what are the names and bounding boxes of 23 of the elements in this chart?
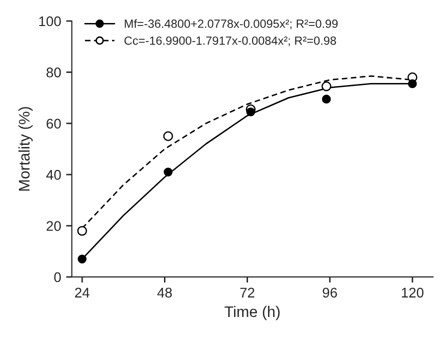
- x-axis-title: Time (h): [224, 306, 280, 320]
- y-tick-label: 20: [46, 221, 61, 231]
- y-tick-label: 100: [39, 16, 61, 26]
- x-tick-label: 120: [402, 288, 424, 298]
- x-tick-label: 24: [75, 288, 90, 298]
- y-tick-label: 40: [46, 170, 61, 180]
- point: [322, 81, 332, 92]
- point: [408, 79, 417, 88]
- point: [164, 168, 173, 176]
- y-tick-label: 60: [46, 118, 61, 129]
- point: [322, 94, 331, 104]
- point: [77, 226, 88, 236]
- x-tick-label: 72: [240, 288, 254, 298]
- y-tick-label: 0: [54, 272, 61, 282]
- x-tick-label: 96: [322, 288, 337, 298]
- y-axis-title: Mortality (%): [18, 107, 33, 191]
- point: [246, 107, 256, 116]
- x-tick-label: 48: [157, 288, 172, 298]
- legend-label: Cc=-16.9900-1.7917x-0.0084x²; R²=0.98: [124, 36, 336, 46]
- point: [163, 131, 174, 142]
- legend-label: Mf=-36.4800+2.0778x-0.0095x²; R²=0.99: [124, 19, 338, 30]
- y-tick-label: 80: [46, 68, 61, 78]
- point: [78, 254, 87, 264]
